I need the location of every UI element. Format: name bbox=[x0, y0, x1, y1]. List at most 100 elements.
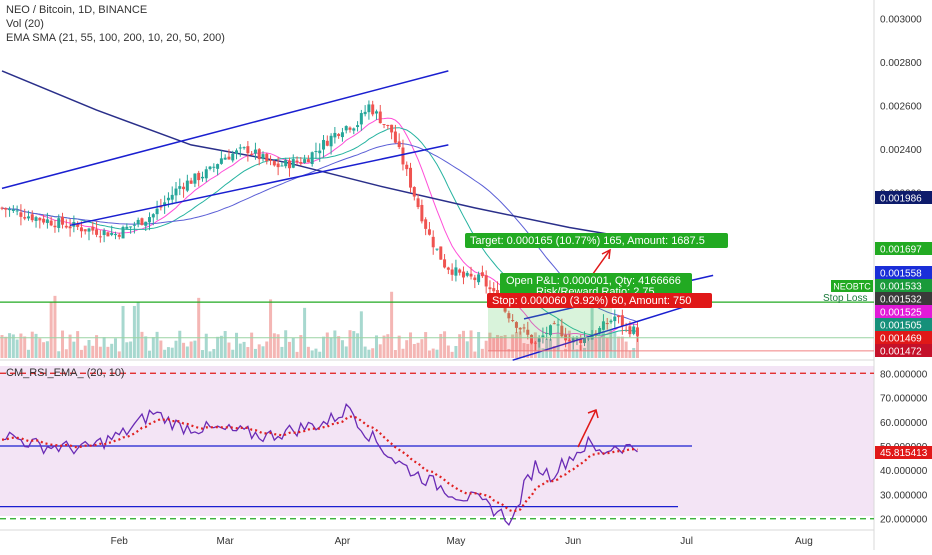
candle-body bbox=[280, 165, 284, 167]
candle-body bbox=[182, 186, 186, 190]
volume-bar bbox=[87, 340, 91, 358]
candle-body bbox=[148, 217, 152, 223]
price-panel-bg[interactable] bbox=[0, 0, 874, 358]
rsi-tick-label: 20.000000 bbox=[880, 515, 928, 526]
candle-body bbox=[42, 218, 46, 223]
candle-body bbox=[193, 173, 197, 184]
volume-bar bbox=[337, 336, 341, 358]
candle-body bbox=[303, 159, 307, 163]
candle-body bbox=[276, 163, 280, 168]
volume-bar bbox=[564, 348, 568, 358]
chart-title: NEO / Bitcoin, 1D, BINANCE bbox=[6, 4, 148, 16]
candle-body bbox=[208, 166, 212, 169]
price-tag-bg bbox=[875, 279, 932, 292]
candle-body bbox=[473, 277, 477, 281]
candle-body bbox=[53, 225, 57, 228]
stop-label-bg bbox=[487, 293, 712, 308]
volume-bar bbox=[594, 339, 598, 358]
volume-bar bbox=[405, 340, 409, 358]
candle-body bbox=[34, 217, 38, 221]
volume-bar bbox=[488, 332, 492, 358]
price-tag-bg bbox=[875, 242, 932, 255]
time-tick-label: Mar bbox=[217, 536, 235, 547]
candle-body bbox=[238, 147, 242, 149]
volume-bar bbox=[378, 344, 382, 358]
candle-body bbox=[189, 180, 193, 184]
volume-bar bbox=[424, 332, 428, 358]
candle-body bbox=[337, 134, 341, 137]
rsi-tick-label: 60.000000 bbox=[880, 418, 928, 429]
rsi-ema-line bbox=[1, 415, 638, 513]
candle-body bbox=[4, 208, 8, 210]
volume-bar bbox=[136, 301, 140, 358]
volume-bar bbox=[197, 297, 201, 358]
volume-bar bbox=[49, 301, 53, 358]
candle-body bbox=[83, 229, 87, 232]
candle-body bbox=[427, 229, 431, 235]
volume-bar bbox=[57, 351, 61, 358]
candle-body bbox=[163, 202, 167, 206]
volume-bar bbox=[443, 331, 447, 358]
candle-body bbox=[605, 322, 609, 325]
volume-bar bbox=[110, 343, 114, 358]
volume-bar bbox=[367, 349, 371, 358]
volume-bar bbox=[53, 295, 57, 358]
candle-body bbox=[57, 218, 61, 228]
volume-bar bbox=[257, 344, 261, 358]
candle-body bbox=[19, 212, 23, 217]
volume-bar bbox=[182, 342, 186, 358]
candle-body bbox=[541, 335, 545, 338]
candle-body bbox=[503, 306, 507, 312]
open-pl-label: Open P&L: 0.000001, Qty: 4166666 bbox=[506, 275, 681, 287]
candle-body bbox=[378, 111, 382, 124]
candle-body bbox=[49, 220, 53, 226]
volume-bar bbox=[530, 340, 534, 358]
candle-body bbox=[571, 337, 575, 343]
candle-body bbox=[443, 259, 447, 268]
candle-body bbox=[420, 204, 424, 222]
candle-body bbox=[306, 159, 310, 163]
volume-bar bbox=[340, 340, 344, 358]
volume-bar bbox=[507, 349, 511, 358]
candle-body bbox=[87, 228, 91, 232]
candle-body bbox=[91, 226, 95, 231]
volume-bar bbox=[461, 330, 465, 358]
candle-body bbox=[548, 325, 552, 336]
volume-bar bbox=[132, 305, 136, 358]
candle-body bbox=[185, 180, 189, 191]
price-tick-label: 0.003000 bbox=[880, 15, 922, 26]
candle-body bbox=[454, 267, 458, 276]
candle-body bbox=[579, 338, 583, 344]
candlesticks bbox=[0, 100, 639, 351]
candle-body bbox=[204, 169, 208, 179]
candle-body bbox=[424, 219, 428, 229]
candle-body bbox=[526, 329, 530, 335]
volume-bar bbox=[38, 338, 42, 358]
volume-bar bbox=[72, 341, 76, 358]
candle-body bbox=[140, 218, 144, 225]
volume-bar bbox=[246, 347, 250, 358]
candle-body bbox=[359, 113, 363, 125]
candle-body bbox=[212, 166, 216, 168]
volume-bar bbox=[98, 346, 102, 358]
volume-bar bbox=[454, 345, 458, 358]
candle-body bbox=[110, 232, 114, 235]
candle-body bbox=[325, 140, 329, 146]
candle-body bbox=[371, 104, 375, 115]
volume-bar bbox=[605, 337, 609, 358]
volume-bar bbox=[8, 333, 12, 358]
candle-body bbox=[295, 160, 299, 163]
volume-bar bbox=[34, 333, 38, 358]
volume-bar bbox=[45, 341, 49, 358]
rsi-panel-bg[interactable] bbox=[0, 366, 874, 516]
volume-bar bbox=[30, 331, 34, 358]
volume-bar bbox=[178, 330, 182, 358]
candle-body bbox=[261, 154, 265, 159]
candle-body bbox=[556, 324, 560, 326]
time-tick-label: Jun bbox=[565, 536, 581, 547]
volume-bar bbox=[374, 335, 378, 358]
volume-bar bbox=[26, 349, 30, 358]
price-tag-bg bbox=[875, 292, 932, 305]
